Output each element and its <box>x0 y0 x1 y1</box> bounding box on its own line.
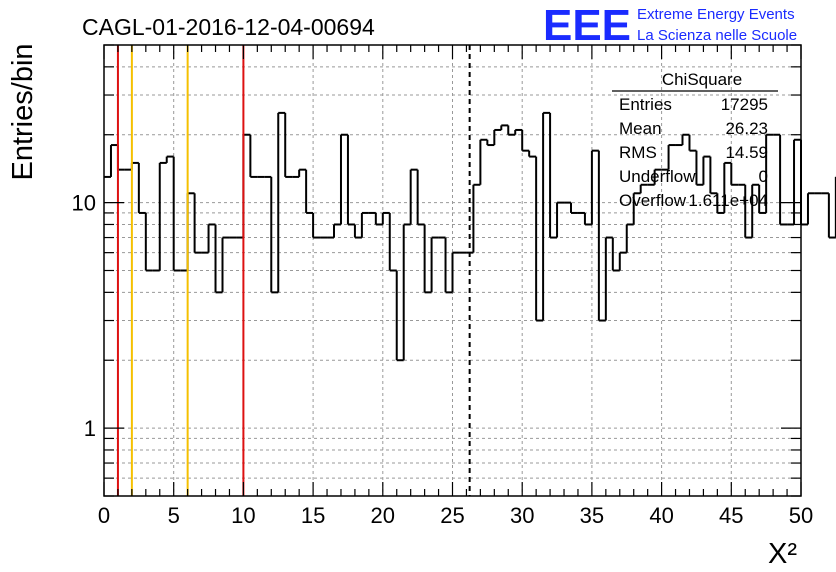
x-tick-label: 10 <box>231 503 255 528</box>
y-tick-label: 10 <box>72 191 96 216</box>
stats-value-entries: 17295 <box>721 95 768 114</box>
x-tick-label: 35 <box>580 503 604 528</box>
ticks-layer: 0 5 10 15 20 25 30 35 40 45 50 1 10 <box>72 44 813 528</box>
logo-line-2: La Scienza nelle Scuole <box>637 27 797 44</box>
x-tick-label: 25 <box>440 503 464 528</box>
chart-title: CAGL-01-2016-12-04-00694 <box>82 14 375 40</box>
y-axis-label: Entries/bin <box>7 43 39 180</box>
stats-label-rms: RMS <box>619 143 657 162</box>
x-tick-label: 15 <box>301 503 325 528</box>
x-tick-label: 5 <box>168 503 180 528</box>
eee-logo-mark: EEE <box>543 1 631 50</box>
logo-line-1: Extreme Energy Events <box>637 6 795 23</box>
stats-box: ChiSquare Entries 17295 Mean 26.23 RMS 14.59 Un… <box>612 70 778 210</box>
stats-title: ChiSquare <box>662 70 742 89</box>
x-tick-label: 40 <box>649 503 673 528</box>
y-tick-label: 1 <box>84 416 96 441</box>
x-tick-label: 30 <box>510 503 534 528</box>
stats-label-underflow: Underflow <box>619 167 696 186</box>
histogram-layer <box>104 111 836 362</box>
stats-value-overflow: 1.611e+04 <box>688 191 768 210</box>
x-tick-label: 50 <box>789 503 813 528</box>
stats-value-rms: 14.59 <box>725 143 768 162</box>
x-tick-label: 20 <box>371 503 395 528</box>
stats-value-mean: 26.23 <box>725 119 768 138</box>
x-tick-label: 45 <box>719 503 743 528</box>
stats-label-entries: Entries <box>619 95 672 114</box>
x-tick-label: 0 <box>98 503 110 528</box>
stats-value-underflow: 0 <box>759 167 768 186</box>
stats-label-mean: Mean <box>619 119 662 138</box>
stats-label-overflow: Overflow <box>619 191 687 210</box>
x-axis-label: X² <box>768 538 797 570</box>
vertical-lines-layer <box>116 45 471 496</box>
